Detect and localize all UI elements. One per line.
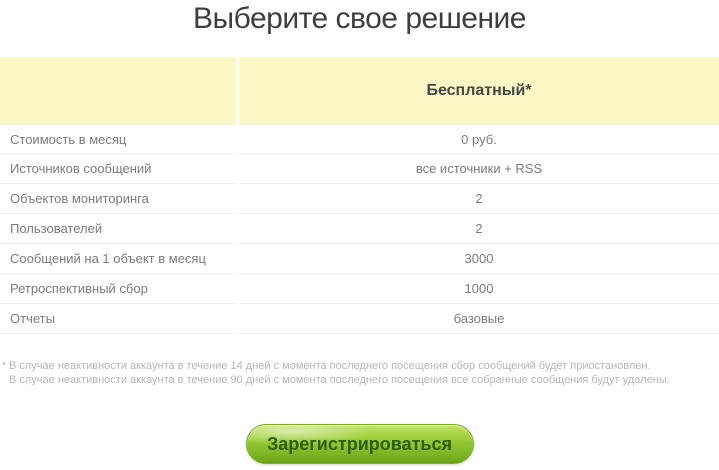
footnotes: * В случае неактивности аккаунта в течени… xyxy=(2,359,719,387)
table-row: Источников сообщений все источники + RSS xyxy=(0,154,719,184)
feature-label: Пользователей xyxy=(0,214,236,244)
table-body: Стоимость в месяц 0 руб. Источников сооб… xyxy=(0,124,719,334)
feature-label: Источников сообщений xyxy=(0,154,236,184)
header-feature-cell xyxy=(0,57,236,124)
footnote-line: В случае неактивности аккаунта в течение… xyxy=(2,373,719,387)
table-row: Сообщений на 1 объект в месяц 3000 xyxy=(0,244,719,274)
column-gap xyxy=(236,214,239,244)
footnote-line: * В случае неактивности аккаунта в течени… xyxy=(2,359,719,373)
footnote-text: В случае неактивности аккаунта в течение… xyxy=(9,374,670,386)
page-title: Выберите свое решение xyxy=(193,2,526,35)
table-row: Объектов мониторинга 2 xyxy=(0,184,719,214)
plan-header-cell: Бесплатный* xyxy=(239,57,719,124)
feature-value: 2 xyxy=(239,214,719,244)
feature-label: Ретроспективный сбор xyxy=(0,274,236,304)
column-gap xyxy=(236,184,239,214)
column-gap xyxy=(236,154,239,184)
table-header-row: Бесплатный* xyxy=(0,57,719,124)
table-row: Ретроспективный сбор 1000 xyxy=(0,274,719,304)
table-row: Пользователей 2 xyxy=(0,214,719,244)
feature-label: Отчеты xyxy=(0,304,236,334)
cta-container: Зарегистрироваться xyxy=(0,424,719,464)
feature-label: Объектов мониторинга xyxy=(0,184,236,214)
column-gap xyxy=(236,304,239,334)
pricing-table: Бесплатный* Стоимость в месяц 0 руб. Ист… xyxy=(0,57,719,334)
feature-value: 2 xyxy=(239,184,719,214)
feature-value: 1000 xyxy=(239,274,719,304)
feature-label: Стоимость в месяц xyxy=(0,124,236,154)
table-row: Отчеты базовые xyxy=(0,304,719,334)
table-row: Стоимость в месяц 0 руб. xyxy=(0,124,719,154)
footnote-marker: * xyxy=(2,360,7,372)
feature-value: 3000 xyxy=(239,244,719,274)
feature-label: Сообщений на 1 объект в месяц xyxy=(0,244,236,274)
feature-value: 0 руб. xyxy=(239,124,719,154)
column-gap xyxy=(236,244,239,274)
column-gap xyxy=(236,57,239,124)
footnote-text: В случае неактивности аккаунта в течение… xyxy=(9,360,651,372)
plan-name: Бесплатный* xyxy=(426,81,532,99)
feature-value: все источники + RSS xyxy=(239,154,719,184)
feature-value: базовые xyxy=(239,304,719,334)
column-gap xyxy=(236,274,239,304)
register-button[interactable]: Зарегистрироваться xyxy=(245,424,474,464)
column-gap xyxy=(236,124,239,154)
